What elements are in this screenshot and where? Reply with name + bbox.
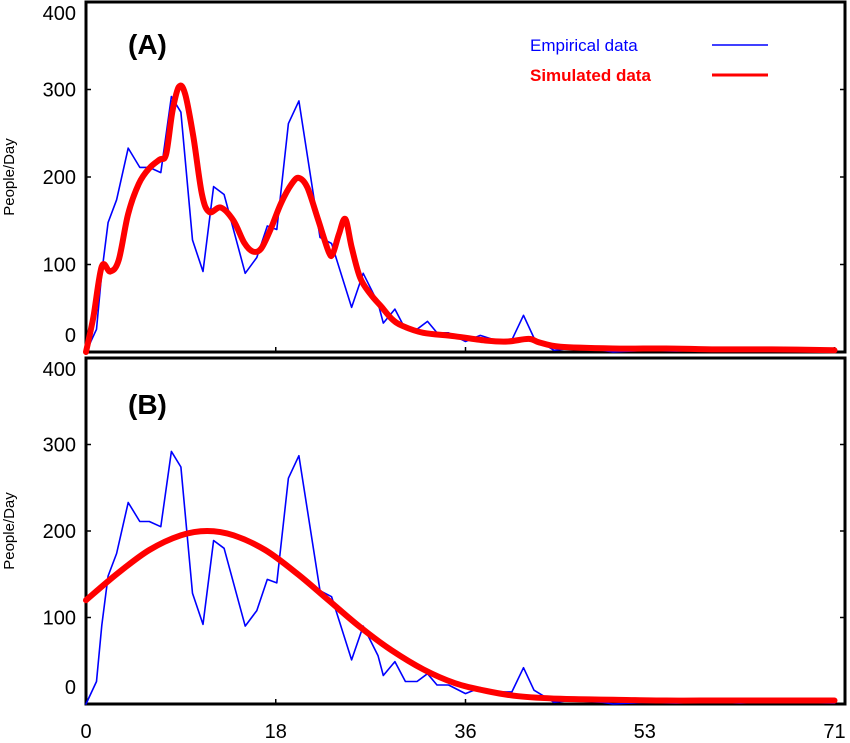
panel-b-y-axis-label: People/Day bbox=[1, 492, 18, 570]
legend-empirical-label: Empirical data bbox=[530, 36, 638, 55]
y-tick-label: 400 bbox=[43, 3, 76, 25]
y-tick-label: 0 bbox=[65, 325, 76, 347]
x-tick-label: 71 bbox=[823, 721, 845, 743]
y-tick-label: 200 bbox=[43, 167, 76, 189]
legend-simulated-label: Simulated data bbox=[530, 66, 651, 85]
y-tick-label: 100 bbox=[43, 608, 76, 630]
x-tick-label: 53 bbox=[634, 721, 656, 743]
panel-a-y-axis-label: People/Day bbox=[1, 138, 18, 216]
panel-a-label: (A) bbox=[128, 29, 167, 60]
x-tick-label: 36 bbox=[454, 721, 476, 743]
y-tick-label: 0 bbox=[65, 677, 76, 699]
y-tick-label: 400 bbox=[43, 359, 76, 381]
panel-a-series-empirical bbox=[85, 95, 836, 353]
legend: Empirical data Simulated data bbox=[530, 36, 768, 85]
panel-a-series-simulated bbox=[83, 82, 838, 355]
panel-b: (B) People/Day 0 100 200 300 400 0 18 36 53 71 bbox=[1, 356, 847, 743]
x-tick-label: 18 bbox=[265, 721, 287, 743]
panel-a: (A) People/Day Empirical data Simulated … bbox=[1, 0, 847, 355]
y-tick-label: 300 bbox=[43, 80, 76, 102]
y-tick-label: 200 bbox=[43, 521, 76, 543]
x-tick-label: 0 bbox=[80, 721, 91, 743]
panel-b-series-simulated bbox=[83, 528, 838, 704]
panel-b-series-empirical bbox=[85, 450, 836, 705]
y-tick-label: 100 bbox=[43, 255, 76, 277]
panel-b-label: (B) bbox=[128, 389, 167, 420]
y-tick-label: 300 bbox=[43, 435, 76, 457]
